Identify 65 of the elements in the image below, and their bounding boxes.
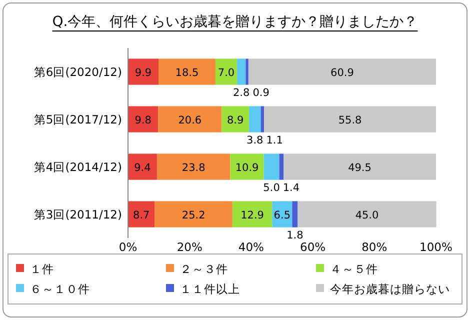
y-tick-label: 第4回(2014/12) — [34, 160, 122, 174]
data-label: 6.5 — [274, 209, 291, 222]
legend-label: 今年お歳暮は贈らない — [330, 282, 450, 296]
data-label: 1.1 — [266, 134, 283, 146]
x-tick-label: 0% — [118, 240, 138, 254]
bar — [237, 58, 246, 85]
bar — [222, 106, 250, 132]
chart-title: Q.今年、何件くらいお歳暮を贈りますか？贈りましたか？ — [52, 14, 418, 30]
y-tick-label: 第3回(2011/12) — [34, 207, 122, 222]
bar — [158, 58, 216, 85]
data-label: 5.0 — [263, 182, 280, 194]
y-tick-label: 第5回(2017/12) — [34, 112, 122, 126]
data-label: 60.9 — [330, 66, 354, 79]
legend-label: １件 — [30, 262, 54, 276]
bar — [128, 201, 155, 228]
data-label: 9.8 — [134, 114, 152, 126]
data-label: 20.6 — [178, 114, 202, 126]
data-label: 8.7 — [133, 209, 150, 222]
bar — [284, 154, 436, 180]
legend-label: １１件以上 — [180, 282, 240, 296]
bar — [230, 154, 264, 180]
data-label: 7.0 — [218, 66, 235, 79]
legend-label: ２～３件 — [180, 262, 228, 276]
x-tick-label: 20% — [176, 240, 202, 254]
x-tick-label: 60% — [300, 240, 326, 254]
bar — [232, 201, 272, 228]
x-tick-label: 40% — [238, 240, 264, 254]
x-tick-label: 100% — [420, 240, 453, 254]
data-label: 1.8 — [286, 229, 304, 242]
bar — [298, 201, 436, 228]
data-label: 2.8 — [232, 86, 250, 99]
bar — [279, 154, 284, 180]
data-label: 1.4 — [282, 182, 300, 194]
y-tick-label: 第6回(2020/12) — [34, 64, 122, 79]
legend-label: ６～１０件 — [30, 282, 90, 296]
bar — [156, 154, 230, 180]
data-label: 55.8 — [338, 114, 362, 126]
bar — [260, 106, 264, 132]
data-label: 12.9 — [240, 209, 264, 222]
bar — [248, 58, 436, 85]
data-label: 18.5 — [175, 66, 199, 79]
bar — [264, 154, 280, 180]
data-label: 0.9 — [252, 86, 270, 99]
data-label: 49.5 — [348, 162, 372, 174]
bar — [264, 106, 436, 132]
legend-label: ４～５件 — [330, 262, 378, 276]
data-label: 45.0 — [355, 209, 379, 222]
bar — [154, 201, 232, 228]
bar — [128, 58, 158, 85]
data-label: 8.9 — [226, 114, 244, 126]
bar — [249, 106, 261, 132]
data-label: 25.2 — [182, 209, 206, 222]
data-label: 3.8 — [246, 134, 264, 146]
bar — [292, 201, 298, 228]
bar — [272, 201, 292, 228]
data-label: 9.9 — [134, 66, 152, 79]
data-label: 10.9 — [235, 162, 259, 174]
bar — [128, 154, 157, 180]
bar — [215, 58, 238, 85]
bar — [246, 58, 248, 85]
data-label: 23.8 — [182, 162, 206, 174]
x-tick-label: 80% — [362, 240, 388, 254]
bar — [158, 106, 222, 132]
data-label: 9.4 — [134, 162, 152, 174]
bar — [128, 106, 158, 132]
